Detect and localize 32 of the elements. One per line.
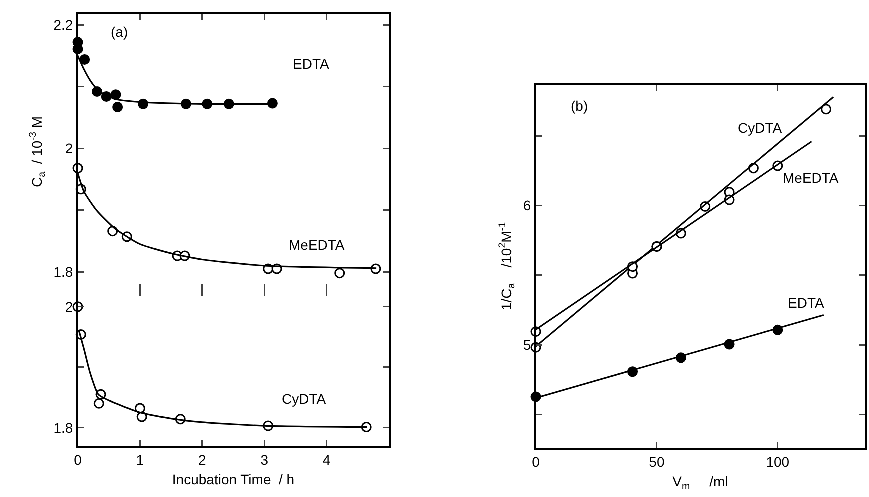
series-label: MeEDTA	[783, 170, 840, 186]
text: EDTA	[293, 56, 330, 72]
x-tick-label: 2	[198, 452, 206, 468]
series-label: CyDTA	[282, 391, 327, 407]
x-tick-label: 0	[74, 452, 82, 468]
point	[267, 98, 278, 109]
point	[334, 268, 346, 279]
y-tick-label: 1.8	[54, 420, 74, 436]
x-tick-label: 4	[322, 452, 331, 468]
x-tick-label: 3	[260, 452, 269, 468]
text: V$_{m}$ /ml	[672, 474, 728, 493]
series-label: EDTA	[788, 295, 825, 311]
series-label: MeEDTA	[289, 237, 346, 253]
x-tick-label: 50	[649, 454, 665, 470]
y-tick-label: 5	[523, 337, 532, 354]
x-axis-title: Incubation Time / h	[172, 472, 295, 488]
point	[112, 102, 124, 112]
y-tick-label: 2	[65, 298, 74, 315]
annotation: (b)	[571, 98, 588, 114]
point	[94, 398, 104, 409]
y-tick-label: 2	[65, 140, 74, 156]
y-tick-label: 6	[523, 198, 532, 214]
point	[110, 90, 122, 100]
annotation: (a)	[111, 24, 128, 40]
series-label: CyDTA	[738, 120, 783, 136]
y-tick-label: 1.8	[54, 264, 74, 280]
point	[821, 104, 832, 115]
y-tick-label: 2.2	[54, 17, 74, 34]
point	[80, 54, 90, 65]
x-tick-label: 100	[766, 454, 790, 470]
x-tick-label: 0	[532, 454, 540, 470]
x-tick-label: 1	[136, 452, 144, 468]
